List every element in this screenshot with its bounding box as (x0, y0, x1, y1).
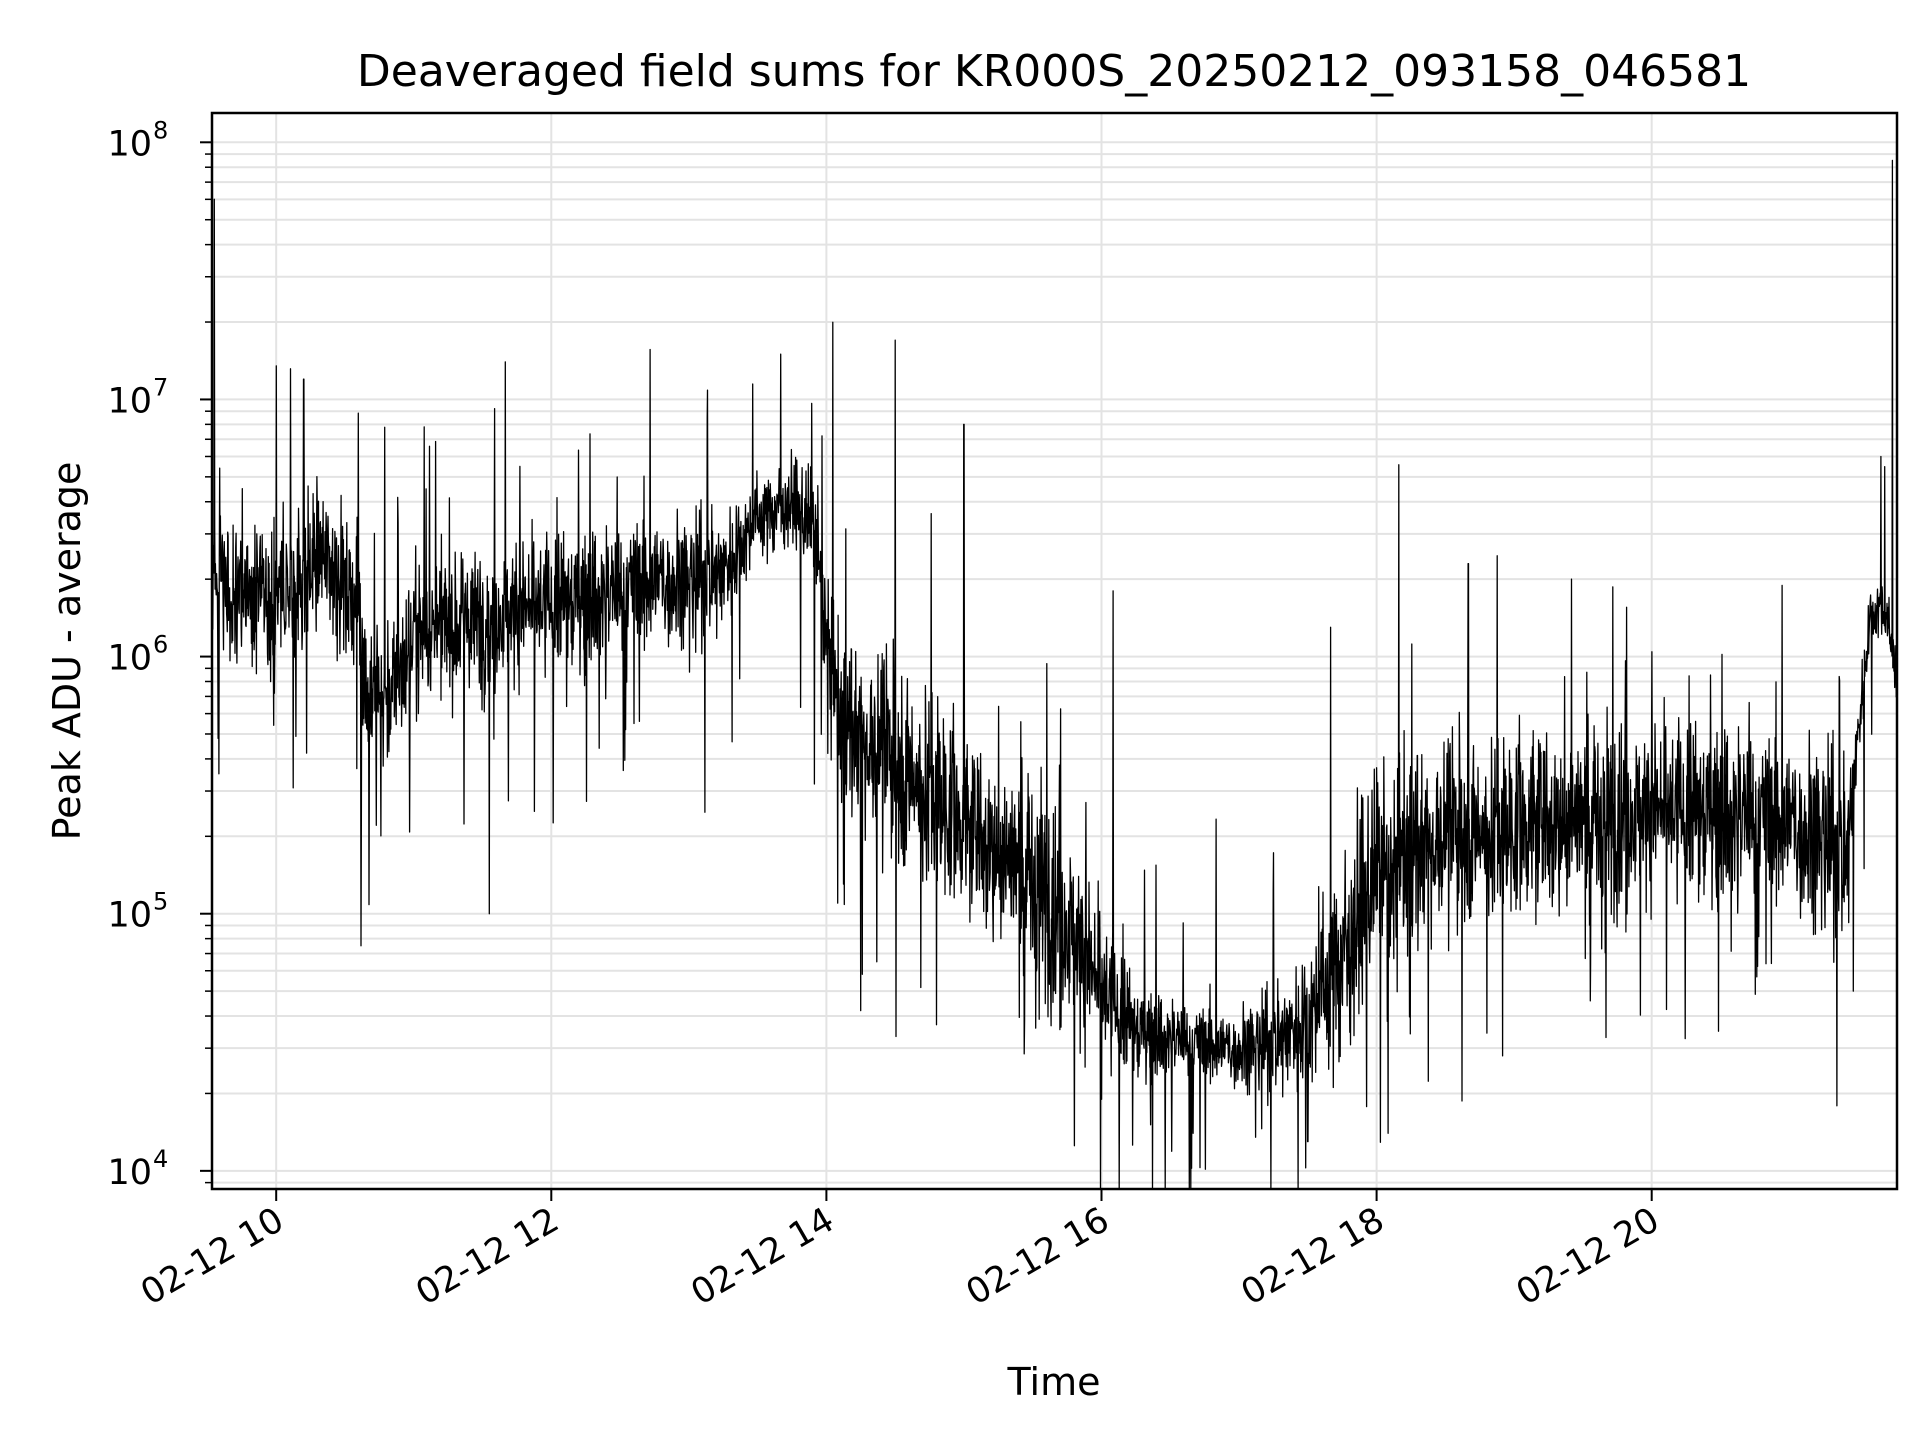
y-tick-label: 10 (107, 381, 152, 421)
chart-title: Deaveraged field sums for KR000S_2025021… (357, 46, 1751, 97)
y-tick-exponent: 4 (153, 1145, 168, 1173)
x-tick-label: 02-12 12 (410, 1200, 566, 1313)
x-tick-label: 02-12 10 (134, 1200, 290, 1313)
x-tick-label: 02-12 20 (1510, 1200, 1666, 1313)
plot-area (211, 159, 1898, 1190)
y-tick-exponent: 8 (153, 116, 168, 144)
x-tick-label: 02-12 18 (1235, 1200, 1391, 1313)
grid-major (212, 113, 1897, 1189)
x-axis: 02-12 10 02-12 12 02-12 14 02-12 16 02-12 18… (134, 1189, 1666, 1313)
axes-frame (210, 111, 1899, 1191)
x-axis-label: Time (1007, 1360, 1101, 1404)
grid-minor (212, 153, 1897, 1184)
data-series-line (211, 159, 1898, 1190)
x-tick-label: 02-12 14 (685, 1200, 841, 1313)
y-tick-exponent: 6 (153, 631, 168, 659)
y-tick-label: 10 (107, 896, 152, 936)
x-tick-label: 02-12 16 (960, 1200, 1116, 1313)
y-axis-label: Peak ADU - average (45, 462, 89, 841)
y-tick-exponent: 7 (153, 373, 168, 401)
y-tick-label: 10 (107, 639, 152, 679)
y-tick-label: 10 (107, 124, 152, 164)
y-tick-exponent: 5 (153, 888, 168, 916)
y-tick-label: 10 (107, 1153, 152, 1193)
